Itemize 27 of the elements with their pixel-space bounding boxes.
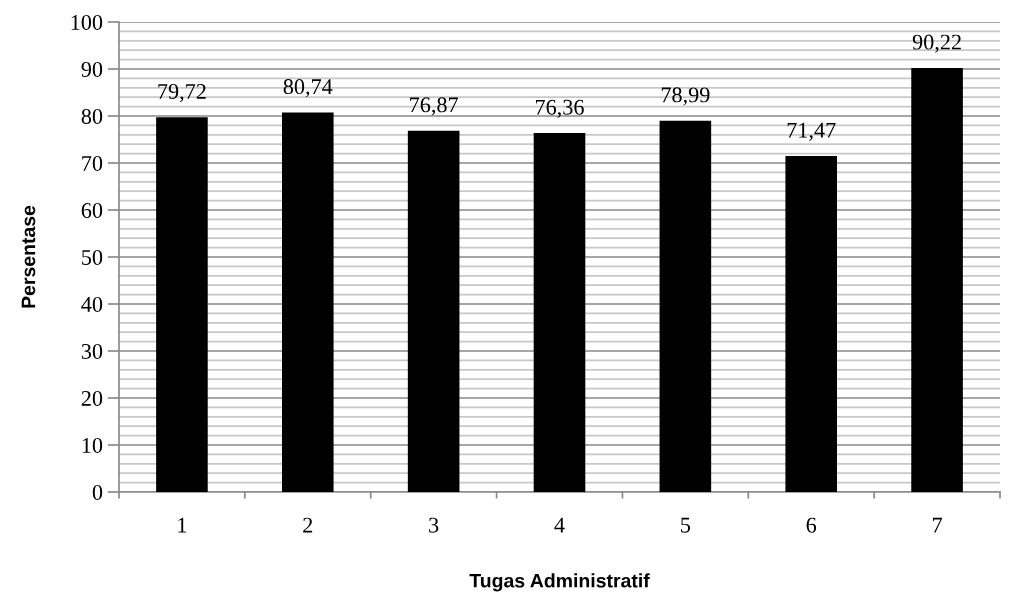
data-label: 80,74 xyxy=(283,79,333,98)
x-axis-title: Tugas Administratif xyxy=(469,573,650,592)
y-tick-label: 40 xyxy=(81,296,103,312)
y-axis-title: Persentase xyxy=(21,205,36,308)
y-tick-label: 80 xyxy=(81,108,103,124)
x-tick-label: 5 xyxy=(681,517,691,533)
y-tick-label: 60 xyxy=(81,202,103,218)
data-label: 76,36 xyxy=(535,99,584,118)
data-label: 90,22 xyxy=(912,34,961,53)
data-label: 71,47 xyxy=(787,122,836,141)
y-tick-label: 100 xyxy=(71,14,103,30)
y-tick-label: 20 xyxy=(81,390,103,406)
x-tick-label: 4 xyxy=(554,517,565,533)
x-tick-label: 7 xyxy=(932,517,942,533)
y-tick-label: 30 xyxy=(81,343,103,359)
y-tick-label: 0 xyxy=(92,484,103,500)
y-tick-label: 70 xyxy=(82,155,103,171)
x-tick-label: 1 xyxy=(178,517,187,533)
data-label: 78,99 xyxy=(661,87,710,106)
y-tick-label: 90 xyxy=(81,61,103,77)
y-tick-label: 50 xyxy=(82,249,103,265)
x-tick-label: 6 xyxy=(806,517,817,533)
data-label: 79,72 xyxy=(158,83,206,103)
x-tick-label: 3 xyxy=(429,517,439,533)
y-tick-label: 10 xyxy=(82,437,103,453)
x-tick-label: 2 xyxy=(303,517,313,533)
data-label: 76,87 xyxy=(410,97,458,116)
